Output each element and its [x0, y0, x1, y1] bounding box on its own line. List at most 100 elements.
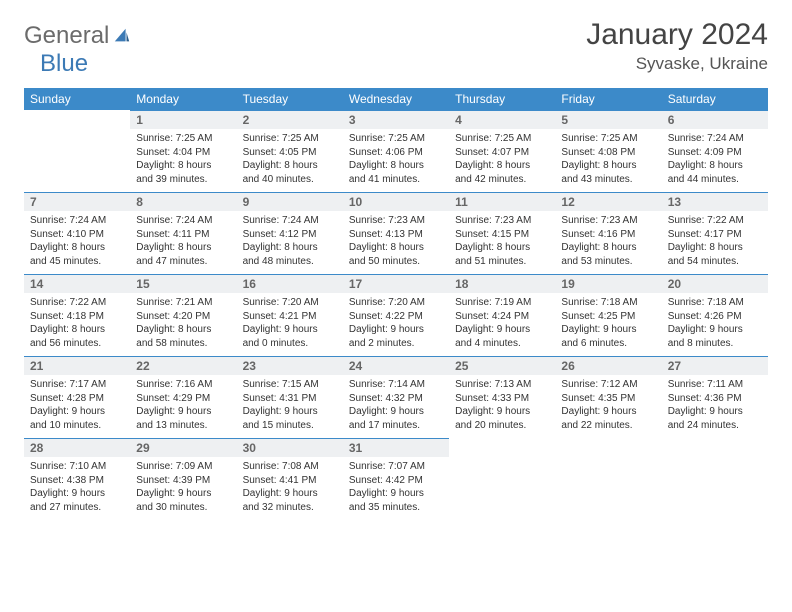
- day-body: Sunrise: 7:20 AMSunset: 4:22 PMDaylight:…: [343, 293, 449, 354]
- day-body: Sunrise: 7:14 AMSunset: 4:32 PMDaylight:…: [343, 375, 449, 436]
- day-number: 3: [343, 110, 449, 129]
- day-number: 23: [237, 356, 343, 375]
- calendar-cell: 19Sunrise: 7:18 AMSunset: 4:25 PMDayligh…: [555, 274, 661, 356]
- day-body: Sunrise: 7:17 AMSunset: 4:28 PMDaylight:…: [24, 375, 130, 436]
- calendar-row: 28Sunrise: 7:10 AMSunset: 4:38 PMDayligh…: [24, 438, 768, 520]
- day-body: Sunrise: 7:24 AMSunset: 4:09 PMDaylight:…: [662, 129, 768, 190]
- calendar-cell: 16Sunrise: 7:20 AMSunset: 4:21 PMDayligh…: [237, 274, 343, 356]
- day-number: 12: [555, 192, 661, 211]
- day-body: Sunrise: 7:23 AMSunset: 4:16 PMDaylight:…: [555, 211, 661, 272]
- calendar-cell: 12Sunrise: 7:23 AMSunset: 4:16 PMDayligh…: [555, 192, 661, 274]
- day-number: 10: [343, 192, 449, 211]
- calendar-cell: 21Sunrise: 7:17 AMSunset: 4:28 PMDayligh…: [24, 356, 130, 438]
- weekday-header-row: SundayMondayTuesdayWednesdayThursdayFrid…: [24, 88, 768, 110]
- weekday-header: Tuesday: [237, 88, 343, 110]
- day-body: Sunrise: 7:25 AMSunset: 4:04 PMDaylight:…: [130, 129, 236, 190]
- calendar-cell: 10Sunrise: 7:23 AMSunset: 4:13 PMDayligh…: [343, 192, 449, 274]
- day-body: Sunrise: 7:15 AMSunset: 4:31 PMDaylight:…: [237, 375, 343, 436]
- day-body: Sunrise: 7:13 AMSunset: 4:33 PMDaylight:…: [449, 375, 555, 436]
- day-body: Sunrise: 7:22 AMSunset: 4:18 PMDaylight:…: [24, 293, 130, 354]
- day-body: Sunrise: 7:22 AMSunset: 4:17 PMDaylight:…: [662, 211, 768, 272]
- calendar-cell: 31Sunrise: 7:07 AMSunset: 4:42 PMDayligh…: [343, 438, 449, 520]
- day-number: 30: [237, 438, 343, 457]
- calendar-cell: 22Sunrise: 7:16 AMSunset: 4:29 PMDayligh…: [130, 356, 236, 438]
- day-body: Sunrise: 7:09 AMSunset: 4:39 PMDaylight:…: [130, 457, 236, 518]
- logo: General Blue: [24, 24, 144, 76]
- day-body: Sunrise: 7:08 AMSunset: 4:41 PMDaylight:…: [237, 457, 343, 518]
- weekday-header: Saturday: [662, 88, 768, 110]
- calendar-cell: 2Sunrise: 7:25 AMSunset: 4:05 PMDaylight…: [237, 110, 343, 192]
- day-body: Sunrise: 7:16 AMSunset: 4:29 PMDaylight:…: [130, 375, 236, 436]
- calendar-cell: ..: [24, 110, 130, 192]
- weekday-header: Monday: [130, 88, 236, 110]
- day-body: Sunrise: 7:25 AMSunset: 4:06 PMDaylight:…: [343, 129, 449, 190]
- day-body: Sunrise: 7:07 AMSunset: 4:42 PMDaylight:…: [343, 457, 449, 518]
- weekday-header: Sunday: [24, 88, 130, 110]
- day-number: 16: [237, 274, 343, 293]
- calendar-table: SundayMondayTuesdayWednesdayThursdayFrid…: [24, 88, 768, 520]
- calendar-row: 14Sunrise: 7:22 AMSunset: 4:18 PMDayligh…: [24, 274, 768, 356]
- calendar-cell: 7Sunrise: 7:24 AMSunset: 4:10 PMDaylight…: [24, 192, 130, 274]
- weekday-header: Thursday: [449, 88, 555, 110]
- calendar-cell: 27Sunrise: 7:11 AMSunset: 4:36 PMDayligh…: [662, 356, 768, 438]
- calendar-cell: 14Sunrise: 7:22 AMSunset: 4:18 PMDayligh…: [24, 274, 130, 356]
- day-number: 18: [449, 274, 555, 293]
- calendar-cell: 15Sunrise: 7:21 AMSunset: 4:20 PMDayligh…: [130, 274, 236, 356]
- calendar-cell: ..: [662, 438, 768, 520]
- day-body: Sunrise: 7:24 AMSunset: 4:10 PMDaylight:…: [24, 211, 130, 272]
- day-body: Sunrise: 7:19 AMSunset: 4:24 PMDaylight:…: [449, 293, 555, 354]
- day-number: 11: [449, 192, 555, 211]
- calendar-cell: 28Sunrise: 7:10 AMSunset: 4:38 PMDayligh…: [24, 438, 130, 520]
- day-number: 22: [130, 356, 236, 375]
- calendar-cell: 6Sunrise: 7:24 AMSunset: 4:09 PMDaylight…: [662, 110, 768, 192]
- day-number: 31: [343, 438, 449, 457]
- day-number: 26: [555, 356, 661, 375]
- day-body: Sunrise: 7:23 AMSunset: 4:13 PMDaylight:…: [343, 211, 449, 272]
- day-number: 6: [662, 110, 768, 129]
- calendar-cell: 30Sunrise: 7:08 AMSunset: 4:41 PMDayligh…: [237, 438, 343, 520]
- title-block: January 2024 Syvaske, Ukraine: [586, 18, 768, 74]
- logo-word1: General: [24, 24, 109, 48]
- day-number: 15: [130, 274, 236, 293]
- page-title: January 2024: [586, 18, 768, 52]
- location: Syvaske, Ukraine: [586, 54, 768, 74]
- day-body: Sunrise: 7:11 AMSunset: 4:36 PMDaylight:…: [662, 375, 768, 436]
- calendar-cell: 4Sunrise: 7:25 AMSunset: 4:07 PMDaylight…: [449, 110, 555, 192]
- day-body: Sunrise: 7:18 AMSunset: 4:25 PMDaylight:…: [555, 293, 661, 354]
- day-number: 14: [24, 274, 130, 293]
- day-body: Sunrise: 7:10 AMSunset: 4:38 PMDaylight:…: [24, 457, 130, 518]
- day-number: 2: [237, 110, 343, 129]
- day-number: 9: [237, 192, 343, 211]
- calendar-cell: 24Sunrise: 7:14 AMSunset: 4:32 PMDayligh…: [343, 356, 449, 438]
- calendar-cell: 3Sunrise: 7:25 AMSunset: 4:06 PMDaylight…: [343, 110, 449, 192]
- calendar-cell: 25Sunrise: 7:13 AMSunset: 4:33 PMDayligh…: [449, 356, 555, 438]
- day-body: Sunrise: 7:23 AMSunset: 4:15 PMDaylight:…: [449, 211, 555, 272]
- calendar-row: ..1Sunrise: 7:25 AMSunset: 4:04 PMDaylig…: [24, 110, 768, 192]
- day-body: Sunrise: 7:24 AMSunset: 4:11 PMDaylight:…: [130, 211, 236, 272]
- calendar-cell: 26Sunrise: 7:12 AMSunset: 4:35 PMDayligh…: [555, 356, 661, 438]
- header: General Blue January 2024 Syvaske, Ukrai…: [24, 18, 768, 76]
- day-number: 25: [449, 356, 555, 375]
- day-number: 13: [662, 192, 768, 211]
- day-number: 1: [130, 110, 236, 129]
- day-number: 8: [130, 192, 236, 211]
- day-number: 17: [343, 274, 449, 293]
- day-body: Sunrise: 7:18 AMSunset: 4:26 PMDaylight:…: [662, 293, 768, 354]
- day-body: Sunrise: 7:20 AMSunset: 4:21 PMDaylight:…: [237, 293, 343, 354]
- day-body: Sunrise: 7:24 AMSunset: 4:12 PMDaylight:…: [237, 211, 343, 272]
- calendar-cell: 29Sunrise: 7:09 AMSunset: 4:39 PMDayligh…: [130, 438, 236, 520]
- calendar-body: ..1Sunrise: 7:25 AMSunset: 4:04 PMDaylig…: [24, 110, 768, 520]
- calendar-cell: 13Sunrise: 7:22 AMSunset: 4:17 PMDayligh…: [662, 192, 768, 274]
- day-body: Sunrise: 7:25 AMSunset: 4:05 PMDaylight:…: [237, 129, 343, 190]
- calendar-cell: ..: [449, 438, 555, 520]
- day-number: 27: [662, 356, 768, 375]
- calendar-cell: 5Sunrise: 7:25 AMSunset: 4:08 PMDaylight…: [555, 110, 661, 192]
- day-body: Sunrise: 7:12 AMSunset: 4:35 PMDaylight:…: [555, 375, 661, 436]
- weekday-header: Wednesday: [343, 88, 449, 110]
- day-body: Sunrise: 7:25 AMSunset: 4:08 PMDaylight:…: [555, 129, 661, 190]
- calendar-cell: 20Sunrise: 7:18 AMSunset: 4:26 PMDayligh…: [662, 274, 768, 356]
- day-number: 28: [24, 438, 130, 457]
- day-body: Sunrise: 7:25 AMSunset: 4:07 PMDaylight:…: [449, 129, 555, 190]
- calendar-row: 21Sunrise: 7:17 AMSunset: 4:28 PMDayligh…: [24, 356, 768, 438]
- day-number: 5: [555, 110, 661, 129]
